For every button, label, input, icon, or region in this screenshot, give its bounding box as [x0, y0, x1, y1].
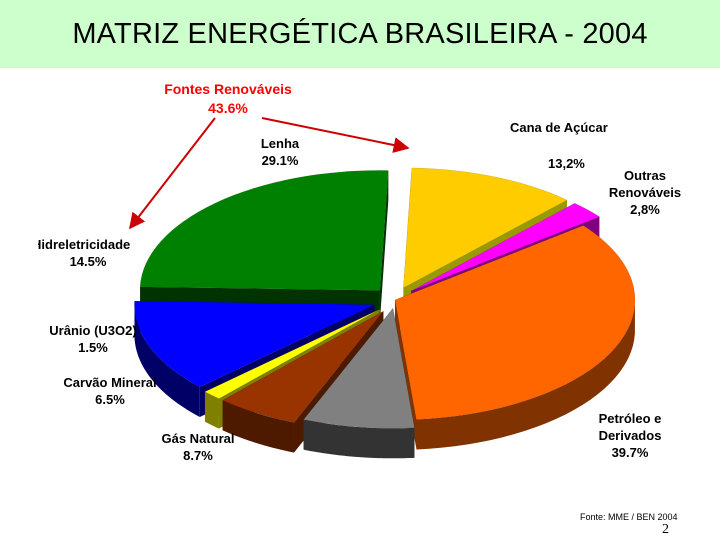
- label-gas-name: Gás Natural: [161, 431, 235, 446]
- label-cana-value: 13,2%: [548, 155, 585, 172]
- label-petroleo-value: 39.7%: [611, 445, 649, 460]
- title-bar: MATRIZ ENERGÉTICA BRASILEIRA - 2004: [0, 0, 720, 68]
- label-petroleo-line2: Derivados: [598, 428, 662, 443]
- pie-slice-lenha: [139, 170, 389, 291]
- renewables-arrow-right: [261, 117, 410, 153]
- label-hidro-value: 14.5%: [69, 254, 107, 269]
- label-hidro: Hidreletricidade 14.5%: [38, 236, 138, 270]
- label-hidro-name: Hidreletricidade: [38, 237, 131, 252]
- label-outras-value: 2,8%: [630, 202, 660, 217]
- pie-edge-lenha-1: [379, 170, 389, 321]
- page-number: 2: [662, 522, 669, 537]
- label-outras-line2: Renováveis: [608, 185, 682, 200]
- label-outras-line1: Outras: [624, 168, 666, 183]
- label-carvao: Carvão Mineral 6.5%: [50, 374, 170, 408]
- pie-slice-petr-leo-e-derivados: [394, 225, 636, 420]
- pie-slice-carv-o-mineral: [222, 310, 384, 423]
- pie-side-petr-leo-e-derivados: [416, 297, 635, 450]
- renewables-value: 43.6%: [208, 100, 248, 116]
- label-uranio-value: 1.5%: [78, 340, 108, 355]
- label-cana-name: Cana de Açúcar: [510, 120, 608, 135]
- label-gas: Gás Natural 8.7%: [148, 430, 248, 464]
- pie-side-hidreletricidade: [134, 301, 200, 418]
- renewables-arrow-left: [129, 117, 216, 230]
- label-lenha: Lenha 29.1%: [250, 135, 310, 169]
- pie-slice-hidreletricidade: [134, 300, 375, 388]
- page-title: MATRIZ ENERGÉTICA BRASILEIRA - 2004: [72, 17, 648, 50]
- label-uranio: Urânio (U3O2) 1.5%: [38, 322, 148, 356]
- label-uranio-name: Urânio (U3O2): [49, 323, 137, 338]
- renewables-callout: Fontes Renováveis 43.6%: [138, 80, 318, 118]
- label-carvao-name: Carvão Mineral: [63, 375, 157, 390]
- label-cana-value-text: 13,2%: [548, 156, 585, 171]
- pie-slice-cana-de-a-car: [403, 167, 568, 289]
- pie-slice-outras-renov-veis: [411, 202, 600, 292]
- label-lenha-value: 29.1%: [261, 153, 299, 168]
- label-cana: Cana de Açúcar: [510, 119, 608, 136]
- pie-slice-ur-nio-u3o2: [204, 309, 380, 399]
- label-lenha-name: Lenha: [260, 136, 300, 151]
- renewables-label: Fontes Renováveis: [164, 81, 292, 97]
- label-petroleo-line1: Petróleo e: [598, 411, 662, 426]
- label-petroleo: Petróleo e Derivados 39.7%: [585, 410, 675, 461]
- pie-slice-g-s-natural: [303, 307, 415, 429]
- label-outras: Outras Renováveis 2,8%: [600, 167, 690, 218]
- label-gas-value: 8.7%: [183, 448, 213, 463]
- label-carvao-value: 6.5%: [95, 392, 125, 407]
- pie-side-g-s-natural: [303, 419, 415, 459]
- source-note: Fonte: MME / BEN 2004: [580, 512, 678, 522]
